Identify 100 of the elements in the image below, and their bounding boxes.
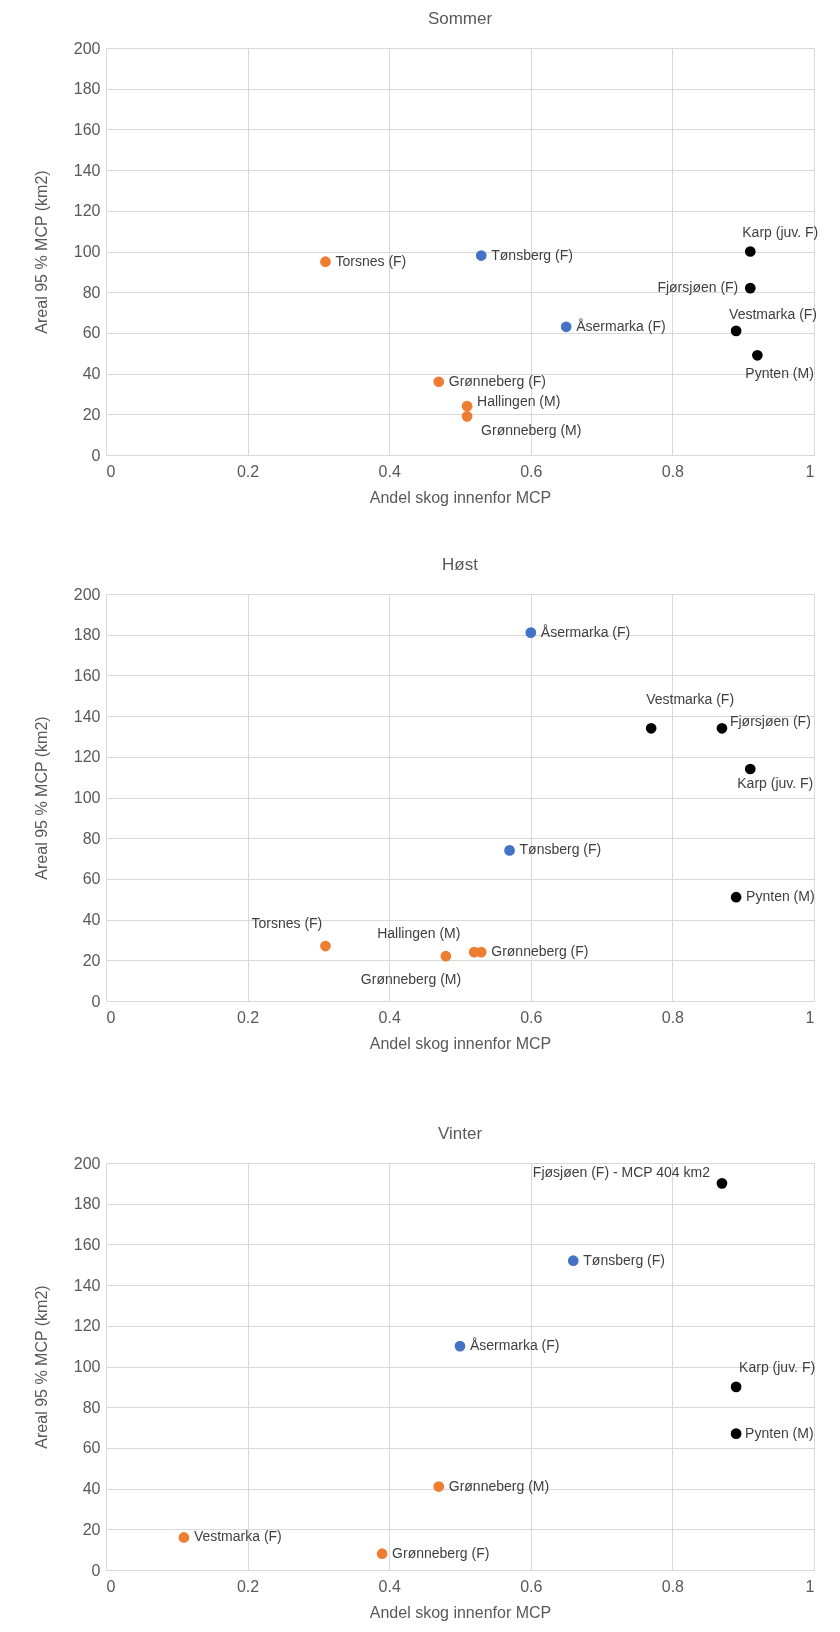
y-tick-label: 120 [73,1317,101,1335]
point [730,325,742,337]
y-tick-label: 200 [73,39,101,57]
y-tick-label: 20 [82,1520,101,1538]
annotation: Torsnes (F) [251,915,323,932]
y-axis-title: Areal 95 % MCP (km2) [32,716,50,880]
x-axis-title: Andel skog innenfor MCP [369,488,552,506]
point [730,1381,742,1393]
point [454,1340,466,1352]
point [178,1532,190,1543]
x-tick-label: 1 [805,1577,815,1595]
x-tick-label: 0 [106,1008,116,1026]
annotation: Pynten (M) [745,1424,814,1441]
annotation: Tønsberg (F) [583,1251,665,1268]
annotation: Karp (juv. F) [737,775,814,792]
annotation: Hallingen (M) [477,393,561,410]
y-tick-label: 100 [73,789,101,806]
point [716,722,728,734]
y-tick-label: 0 [91,992,101,1010]
annotation: Åsermarka (F) [576,317,666,334]
point [560,321,572,333]
point [730,891,742,903]
y-tick-label: 180 [73,80,101,98]
point [376,1548,388,1560]
point [645,722,657,734]
x-tick-label: 0.2 [236,1577,260,1595]
point [475,250,487,261]
point [433,1481,445,1492]
x-tick-label: 0.2 [236,1008,260,1026]
y-axis-title: Areal 95 % MCP (km2) [32,170,50,334]
x-tick-label: 0 [106,1577,116,1595]
annotation: Grønneberg (M) [448,1477,550,1494]
y-tick-label: 100 [73,243,101,260]
y-tick-label: 40 [82,1480,101,1498]
x-axis-title: Andel skog innenfor MCP [369,1034,552,1052]
x-tick-label: 0.8 [661,1008,685,1026]
annotation: Tønsberg (F) [519,841,602,858]
x-tick-label: 0.4 [378,1008,401,1026]
chart-title: Høst [442,555,479,574]
y-tick-label: 80 [82,829,101,847]
annotation: Vestmarka (F) [193,1528,282,1545]
x-tick-label: 0.8 [661,462,685,480]
y-tick-label: 60 [82,1439,101,1457]
chart-title: Vinter [437,1124,483,1143]
x-tick-label: 0.6 [520,1577,543,1595]
annotation: Fjøsjøen (F) - MCP 404 km2 [532,1164,711,1181]
x-tick-label: 0.6 [520,1008,543,1026]
y-tick-label: 180 [73,1195,101,1213]
point [752,349,763,361]
chart-title: Sommer [427,9,493,28]
annotation: Åsermarka (F) [540,623,631,640]
point [730,1428,742,1440]
point [504,845,515,856]
point [744,282,756,294]
annotation: Hallingen (M) [377,925,461,942]
annotation: Grønneberg (F) [448,372,547,389]
point [320,256,331,268]
point [716,1178,728,1189]
point [744,763,756,775]
point [433,376,445,388]
y-tick-label: 200 [73,585,101,603]
y-tick-label: 20 [82,951,101,969]
point [461,410,473,422]
annotation: Karp (juv. F) [742,223,819,240]
point [525,627,537,639]
x-tick-label: 1 [805,1008,815,1026]
y-tick-label: 140 [73,707,101,725]
y-tick-label: 140 [73,161,101,179]
x-tick-label: 0.4 [378,1577,401,1595]
annotation: Grønneberg (M) [360,971,462,988]
y-tick-label: 200 [73,1154,101,1172]
annotation: Tønsberg (F) [491,246,573,263]
annotation: Fjørsjøen (F) [729,713,811,730]
y-tick-label: 0 [91,1561,101,1579]
y-tick-label: 100 [73,1358,101,1375]
x-tick-label: 0.8 [661,1577,685,1595]
y-tick-label: 180 [73,626,101,644]
annotation: Fjørsjøen (F) [657,279,739,296]
y-tick-label: 80 [82,1398,101,1416]
annotation: Pynten (M) [745,365,814,382]
y-tick-label: 0 [91,446,101,464]
annotation: Torsnes (F) [335,252,407,269]
y-tick-label: 140 [73,1276,101,1294]
point [744,246,756,257]
annotation: Grønneberg (M) [481,422,582,439]
x-tick-label: 0.4 [378,462,401,480]
point [461,400,473,412]
annotation: Karp (juv. F) [739,1358,816,1375]
y-tick-label: 20 [82,405,101,423]
x-axis-title: Andel skog innenfor MCP [369,1603,552,1621]
y-axis-title: Areal 95 % MCP (km2) [32,1285,50,1449]
annotation: Vestmarka (F) [729,305,818,322]
point [567,1255,579,1267]
y-tick-label: 60 [82,324,101,342]
y-tick-label: 160 [73,666,101,684]
annotation: Pynten (M) [746,888,815,905]
y-tick-label: 40 [82,911,101,929]
point [440,950,452,962]
annotation: Vestmarka (F) [646,691,735,708]
y-tick-label: 160 [73,1235,101,1253]
